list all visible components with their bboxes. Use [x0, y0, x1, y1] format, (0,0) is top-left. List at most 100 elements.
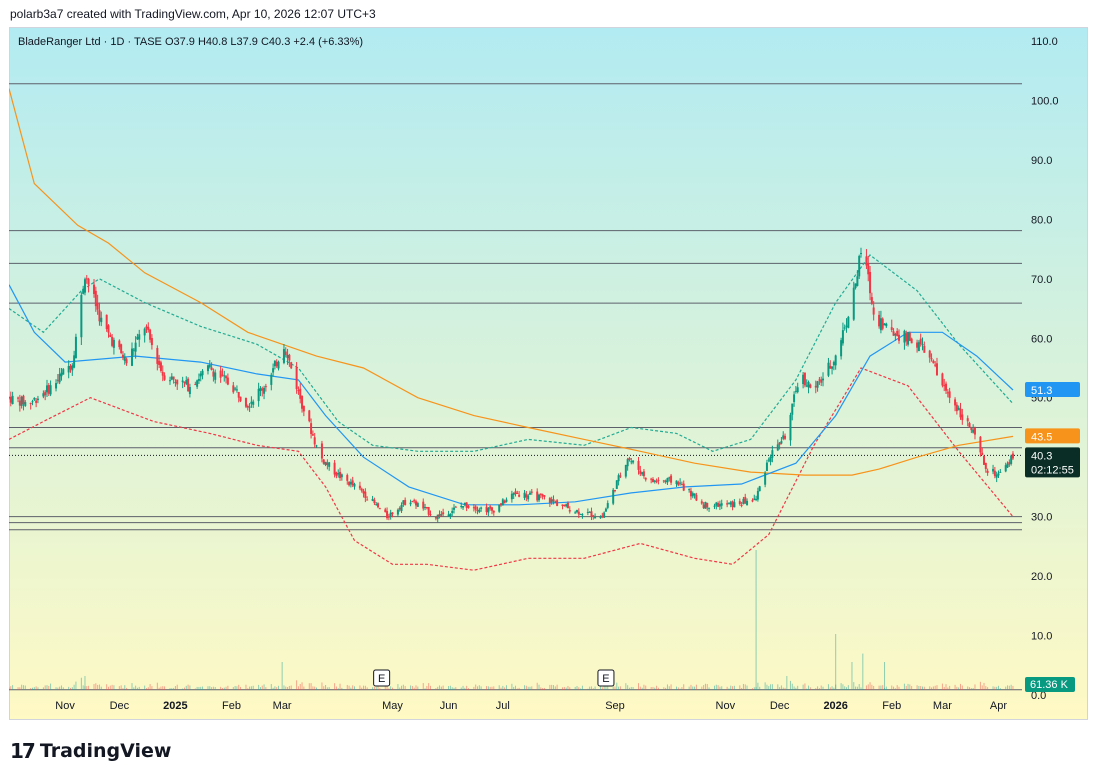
candle-body [523, 492, 526, 498]
candle-body [935, 363, 938, 376]
candle-body [592, 515, 595, 517]
candle-body [764, 472, 767, 485]
candle-body [36, 398, 39, 401]
candle-body [176, 379, 179, 385]
price-chart[interactable]: EE0.010.020.030.040.050.060.070.080.090.… [9, 27, 1088, 720]
volume-bar [158, 687, 160, 690]
candle-body [371, 499, 374, 501]
candle-body [449, 513, 452, 517]
volume-bar [323, 686, 325, 690]
candle-body [462, 506, 465, 508]
candle-body [852, 287, 855, 320]
candle-body [498, 504, 501, 512]
candle-body [981, 452, 984, 455]
volume-bar [98, 684, 100, 690]
candle-body [791, 403, 794, 415]
tradingview-footer[interactable]: 17 TradingView [10, 738, 171, 764]
candle-body [574, 512, 577, 514]
volume-bar [943, 686, 945, 690]
candle-body [993, 470, 996, 476]
candle-body [105, 314, 108, 330]
volume-bar [384, 686, 386, 690]
candle-body [194, 384, 197, 386]
volume-spike-bar [84, 676, 86, 690]
candle-body [210, 367, 213, 371]
candle-body [337, 473, 340, 475]
volume-label-box [1025, 677, 1075, 692]
volume-bar [992, 686, 994, 690]
volume-bar [605, 685, 607, 690]
volume-bar [515, 685, 516, 690]
volume-bar [657, 687, 659, 690]
volume-bar [858, 684, 860, 690]
volume-bar [290, 685, 292, 690]
volume-bar [645, 685, 647, 690]
candle-body [9, 397, 10, 399]
volume-spike-bar [281, 662, 283, 690]
volume-bar [793, 686, 795, 690]
volume-bar [525, 685, 527, 690]
candle-body [348, 481, 351, 486]
candle-body [881, 318, 884, 329]
candle-body [934, 364, 937, 366]
candle-body [17, 397, 20, 399]
chart-frame [9, 27, 1088, 720]
candle-body [856, 276, 859, 286]
volume-bar [540, 687, 542, 690]
volume-bar [789, 680, 791, 690]
candle-body [986, 470, 989, 473]
candle-body [196, 380, 199, 387]
candle-body [923, 345, 926, 353]
candle-body [234, 388, 237, 390]
candle-body [776, 444, 779, 451]
volume-bar [878, 685, 880, 690]
candle-body [452, 507, 455, 510]
volume-bar [797, 685, 799, 690]
candle-body [299, 388, 302, 399]
candle-body [11, 395, 14, 404]
x-tick-label: May [382, 700, 403, 712]
candle-body [20, 396, 23, 406]
candle-body [335, 472, 338, 476]
volume-bar [334, 683, 336, 690]
volume-bar [616, 682, 618, 690]
volume-bar [806, 688, 808, 690]
candle-body [384, 509, 387, 512]
volume-bar [941, 683, 943, 690]
volume-bar [549, 684, 551, 690]
candle-body [1004, 465, 1007, 472]
volume-bar [285, 686, 287, 690]
volume-bar [683, 684, 685, 690]
volume-bar [896, 685, 898, 690]
volume-bar [149, 684, 151, 690]
candle-body [769, 456, 772, 462]
candle-body [373, 499, 376, 504]
candle-body [713, 505, 716, 507]
volume-bar [903, 683, 905, 690]
volume-bar [321, 682, 323, 690]
earnings-marker-box [373, 669, 391, 687]
candle-body [232, 385, 235, 393]
volume-bar [677, 687, 679, 690]
candle-body [733, 502, 736, 508]
x-tick-label: Jun [440, 700, 458, 712]
candle-body [510, 493, 513, 500]
volume-bar [502, 685, 504, 690]
candle-body [340, 474, 343, 478]
candle-body [650, 478, 653, 480]
volume-bar [504, 687, 506, 690]
volume-bar [442, 685, 444, 690]
volume-bar [417, 686, 419, 690]
candle-body [248, 406, 251, 408]
candle-body [485, 506, 488, 513]
volume-bar [670, 684, 672, 690]
volume-bar [361, 687, 363, 690]
candle-body [188, 387, 191, 395]
volume-bar [808, 685, 810, 690]
candle-body [346, 475, 349, 481]
volume-bar [987, 687, 989, 690]
candle-body [552, 499, 555, 502]
volume-bar [931, 687, 933, 690]
candle-body [854, 283, 857, 288]
volume-bar [563, 686, 565, 690]
